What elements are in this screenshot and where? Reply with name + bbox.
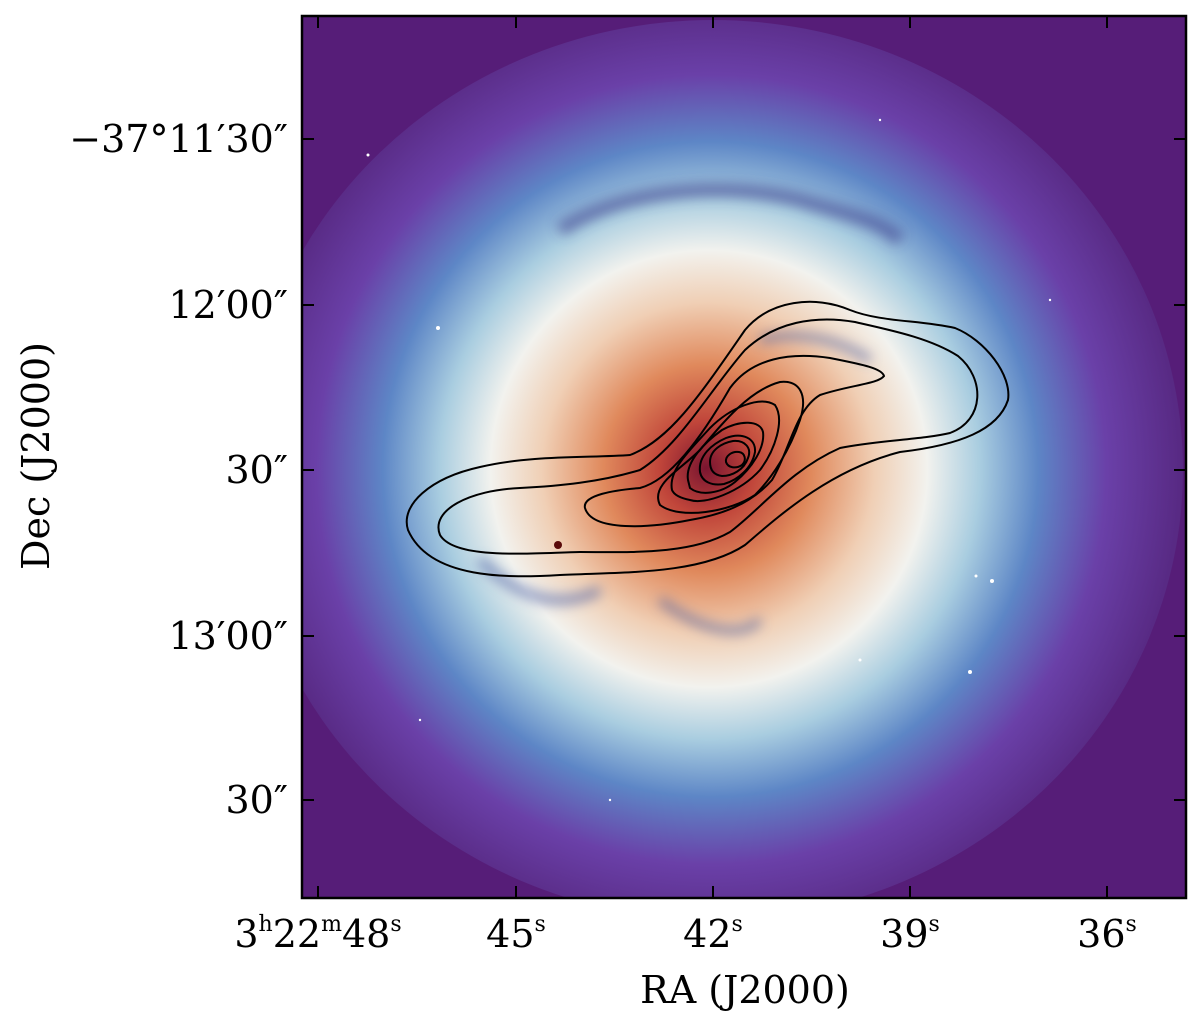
x-tick-label: 3h22m48s	[234, 912, 402, 956]
plot-frame	[300, 14, 1188, 900]
x-axis-label: RA (J2000)	[640, 968, 850, 1012]
x-axis-ticks	[317, 16, 1108, 898]
y-tick-label: 13′00″	[168, 614, 288, 658]
x-tick-label: 39s	[880, 912, 940, 956]
image-panel	[302, 16, 1186, 898]
y-tick-label: 30″	[225, 448, 288, 492]
y-tick-label: −37°11′30″	[69, 117, 288, 161]
y-tick-label: 12′00″	[168, 283, 288, 327]
contour-lines	[405, 300, 1010, 578]
stars	[366, 118, 1052, 802]
y-tick-label: 30″	[225, 778, 288, 822]
dust-lanes	[476, 183, 905, 635]
x-tick-label: 36s	[1077, 912, 1137, 956]
y-axis-label: Dec (J2000)	[14, 342, 58, 570]
x-tick-label: 45s	[486, 912, 546, 956]
x-tick-label: 42s	[683, 912, 743, 956]
y-axis-ticks	[302, 138, 1186, 801]
